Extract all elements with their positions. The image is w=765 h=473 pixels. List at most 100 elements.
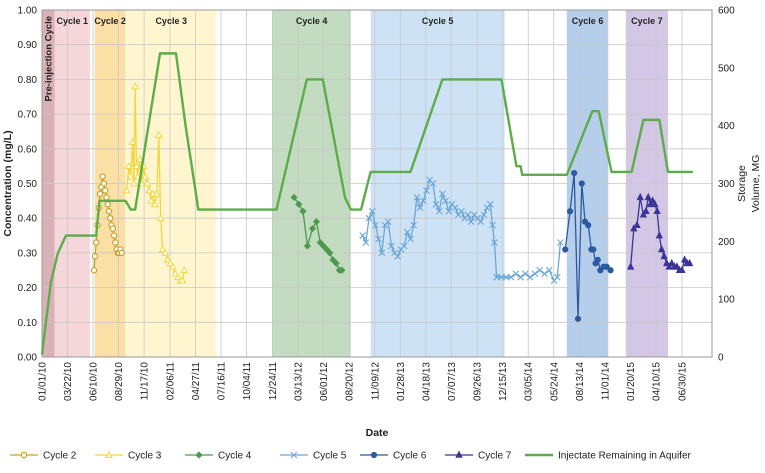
- data-point-cycle-3: [135, 155, 144, 163]
- x-tick-label: 08/29/10: [114, 362, 125, 401]
- y-left-tick-label: 0.90: [18, 40, 38, 51]
- data-point-cycle-5: [378, 249, 386, 257]
- data-point-cycle-7: [663, 258, 671, 267]
- legend-marker-cycle-5: [290, 451, 298, 459]
- band-label-cycle-5: Cycle 5: [422, 16, 454, 26]
- data-point-cycle-5: [410, 221, 418, 229]
- data-point-cycle-3: [158, 245, 167, 253]
- data-point-cycle-7: [665, 262, 673, 270]
- data-point-cycle-7: [651, 199, 659, 208]
- data-point-cycle-7: [626, 262, 635, 270]
- y-right-axis-title: Volume, MG: [750, 155, 762, 213]
- x-tick-label: 01/01/10: [38, 362, 49, 401]
- data-point-cycle-3: [132, 162, 141, 170]
- data-point-cycle-7: [644, 192, 652, 201]
- data-point-cycle-5: [464, 211, 472, 219]
- data-point-cycle-7: [639, 210, 648, 218]
- x-tick-label: 07/16/11: [216, 362, 227, 401]
- y-left-tick-label: 1.00: [18, 6, 38, 17]
- y-left-tick-label: 0.60: [18, 144, 38, 155]
- data-point-cycle-3: [171, 269, 180, 277]
- data-point-cycle-2: [104, 201, 111, 208]
- x-tick-label: 04/10/15: [652, 362, 663, 401]
- x-tick-label: 01/20/15: [626, 362, 637, 401]
- legend-marker-cycle-7: [455, 450, 463, 458]
- y-right-tick-label: 500: [718, 63, 735, 74]
- data-point-cycle-6: [585, 222, 592, 229]
- data-point-cycle-3: [128, 137, 137, 145]
- data-point-cycle-5: [480, 211, 488, 219]
- data-point-cycle-5: [445, 207, 453, 215]
- legend-label-cycle-5: Cycle 5: [313, 451, 347, 462]
- data-point-cycle-2: [110, 232, 118, 239]
- x-tick-label: 06/01/12: [319, 362, 330, 401]
- data-point-cycle-4: [338, 266, 346, 274]
- y-right-axis-title: Storage: [736, 165, 748, 202]
- data-point-cycle-5: [359, 232, 367, 239]
- x-tick-label: 10/04/11: [242, 362, 253, 401]
- legend-label-injectate-remaining-in-aquifer: Injectate Remaining in Aquifer: [558, 451, 692, 462]
- y-left-tick-label: 0.00: [18, 353, 38, 364]
- y-right-tick-label: 300: [718, 179, 735, 190]
- data-point-cycle-7: [633, 220, 641, 228]
- legend-label-cycle-6: Cycle 6: [393, 451, 427, 462]
- data-point-cycle-5: [423, 187, 430, 194]
- data-point-cycle-5: [362, 239, 370, 246]
- data-point-cycle-5: [526, 273, 534, 281]
- data-point-cycle-6: [590, 246, 597, 253]
- data-point-cycle-5: [419, 197, 427, 205]
- legend-label-cycle-3: Cycle 3: [128, 451, 162, 462]
- data-point-cycle-2: [100, 180, 108, 187]
- data-point-cycle-2: [93, 239, 100, 246]
- data-point-cycle-6: [607, 267, 614, 274]
- data-point-cycle-3: [163, 255, 172, 263]
- legend-label-cycle-4: Cycle 4: [218, 451, 252, 462]
- data-point-cycle-5: [512, 270, 520, 278]
- data-point-cycle-5: [458, 207, 465, 215]
- data-point-cycle-5: [507, 273, 515, 281]
- band-label-pre-injection: Pre-injection Cycle: [43, 16, 54, 102]
- series-line-injectate-remaining-in-aquifer: [40, 52, 693, 355]
- data-point-cycle-5: [502, 273, 510, 281]
- y-right-tick-label: 0: [718, 353, 724, 364]
- data-point-cycle-6: [571, 169, 578, 177]
- data-point-cycle-7: [655, 231, 664, 239]
- band-label-cycle-7: Cycle 7: [631, 16, 663, 26]
- band-label-cycle-6: Cycle 6: [572, 16, 604, 26]
- data-point-cycle-4: [319, 242, 327, 250]
- data-point-cycle-2: [103, 194, 110, 201]
- x-tick-label: 04/27/11: [191, 362, 202, 401]
- y-left-tick-label: 0.50: [18, 179, 38, 190]
- y-right-tick-label: 400: [718, 121, 735, 132]
- data-point-cycle-3: [168, 262, 177, 270]
- data-point-cycle-5: [368, 207, 376, 215]
- data-point-cycle-5: [553, 273, 561, 281]
- band-label-cycle-1: Cycle 1: [57, 16, 89, 26]
- data-point-cycle-5: [451, 204, 459, 212]
- x-tick-label: 06/30/15: [678, 362, 689, 401]
- data-point-cycle-7: [660, 251, 668, 260]
- data-point-cycle-3: [174, 273, 182, 281]
- band-label-cycle-3: Cycle 3: [155, 16, 187, 26]
- data-point-cycle-4: [290, 193, 298, 201]
- y-right-tick-label: 200: [718, 237, 735, 248]
- data-point-cycle-5: [416, 204, 424, 212]
- data-point-cycle-3: [166, 259, 175, 267]
- data-point-cycle-5: [372, 221, 379, 229]
- data-point-cycle-5: [413, 193, 421, 201]
- data-point-cycle-7: [646, 199, 655, 208]
- data-point-cycle-6: [603, 263, 610, 270]
- data-point-cycle-3: [147, 196, 155, 204]
- data-point-cycle-5: [429, 180, 437, 187]
- legend-marker-cycle-6: [370, 451, 378, 459]
- x-tick-label: 11/09/12: [370, 362, 381, 401]
- data-point-cycle-3: [122, 186, 131, 194]
- x-tick-label: 01/28/13: [396, 362, 407, 401]
- data-point-cycle-7: [673, 262, 681, 270]
- data-point-cycle-5: [536, 266, 544, 274]
- data-point-cycle-7: [653, 206, 661, 215]
- data-point-cycle-7: [678, 265, 686, 274]
- x-tick-label: 11/01/14: [601, 362, 612, 401]
- legend-label-cycle-2: Cycle 2: [43, 451, 77, 462]
